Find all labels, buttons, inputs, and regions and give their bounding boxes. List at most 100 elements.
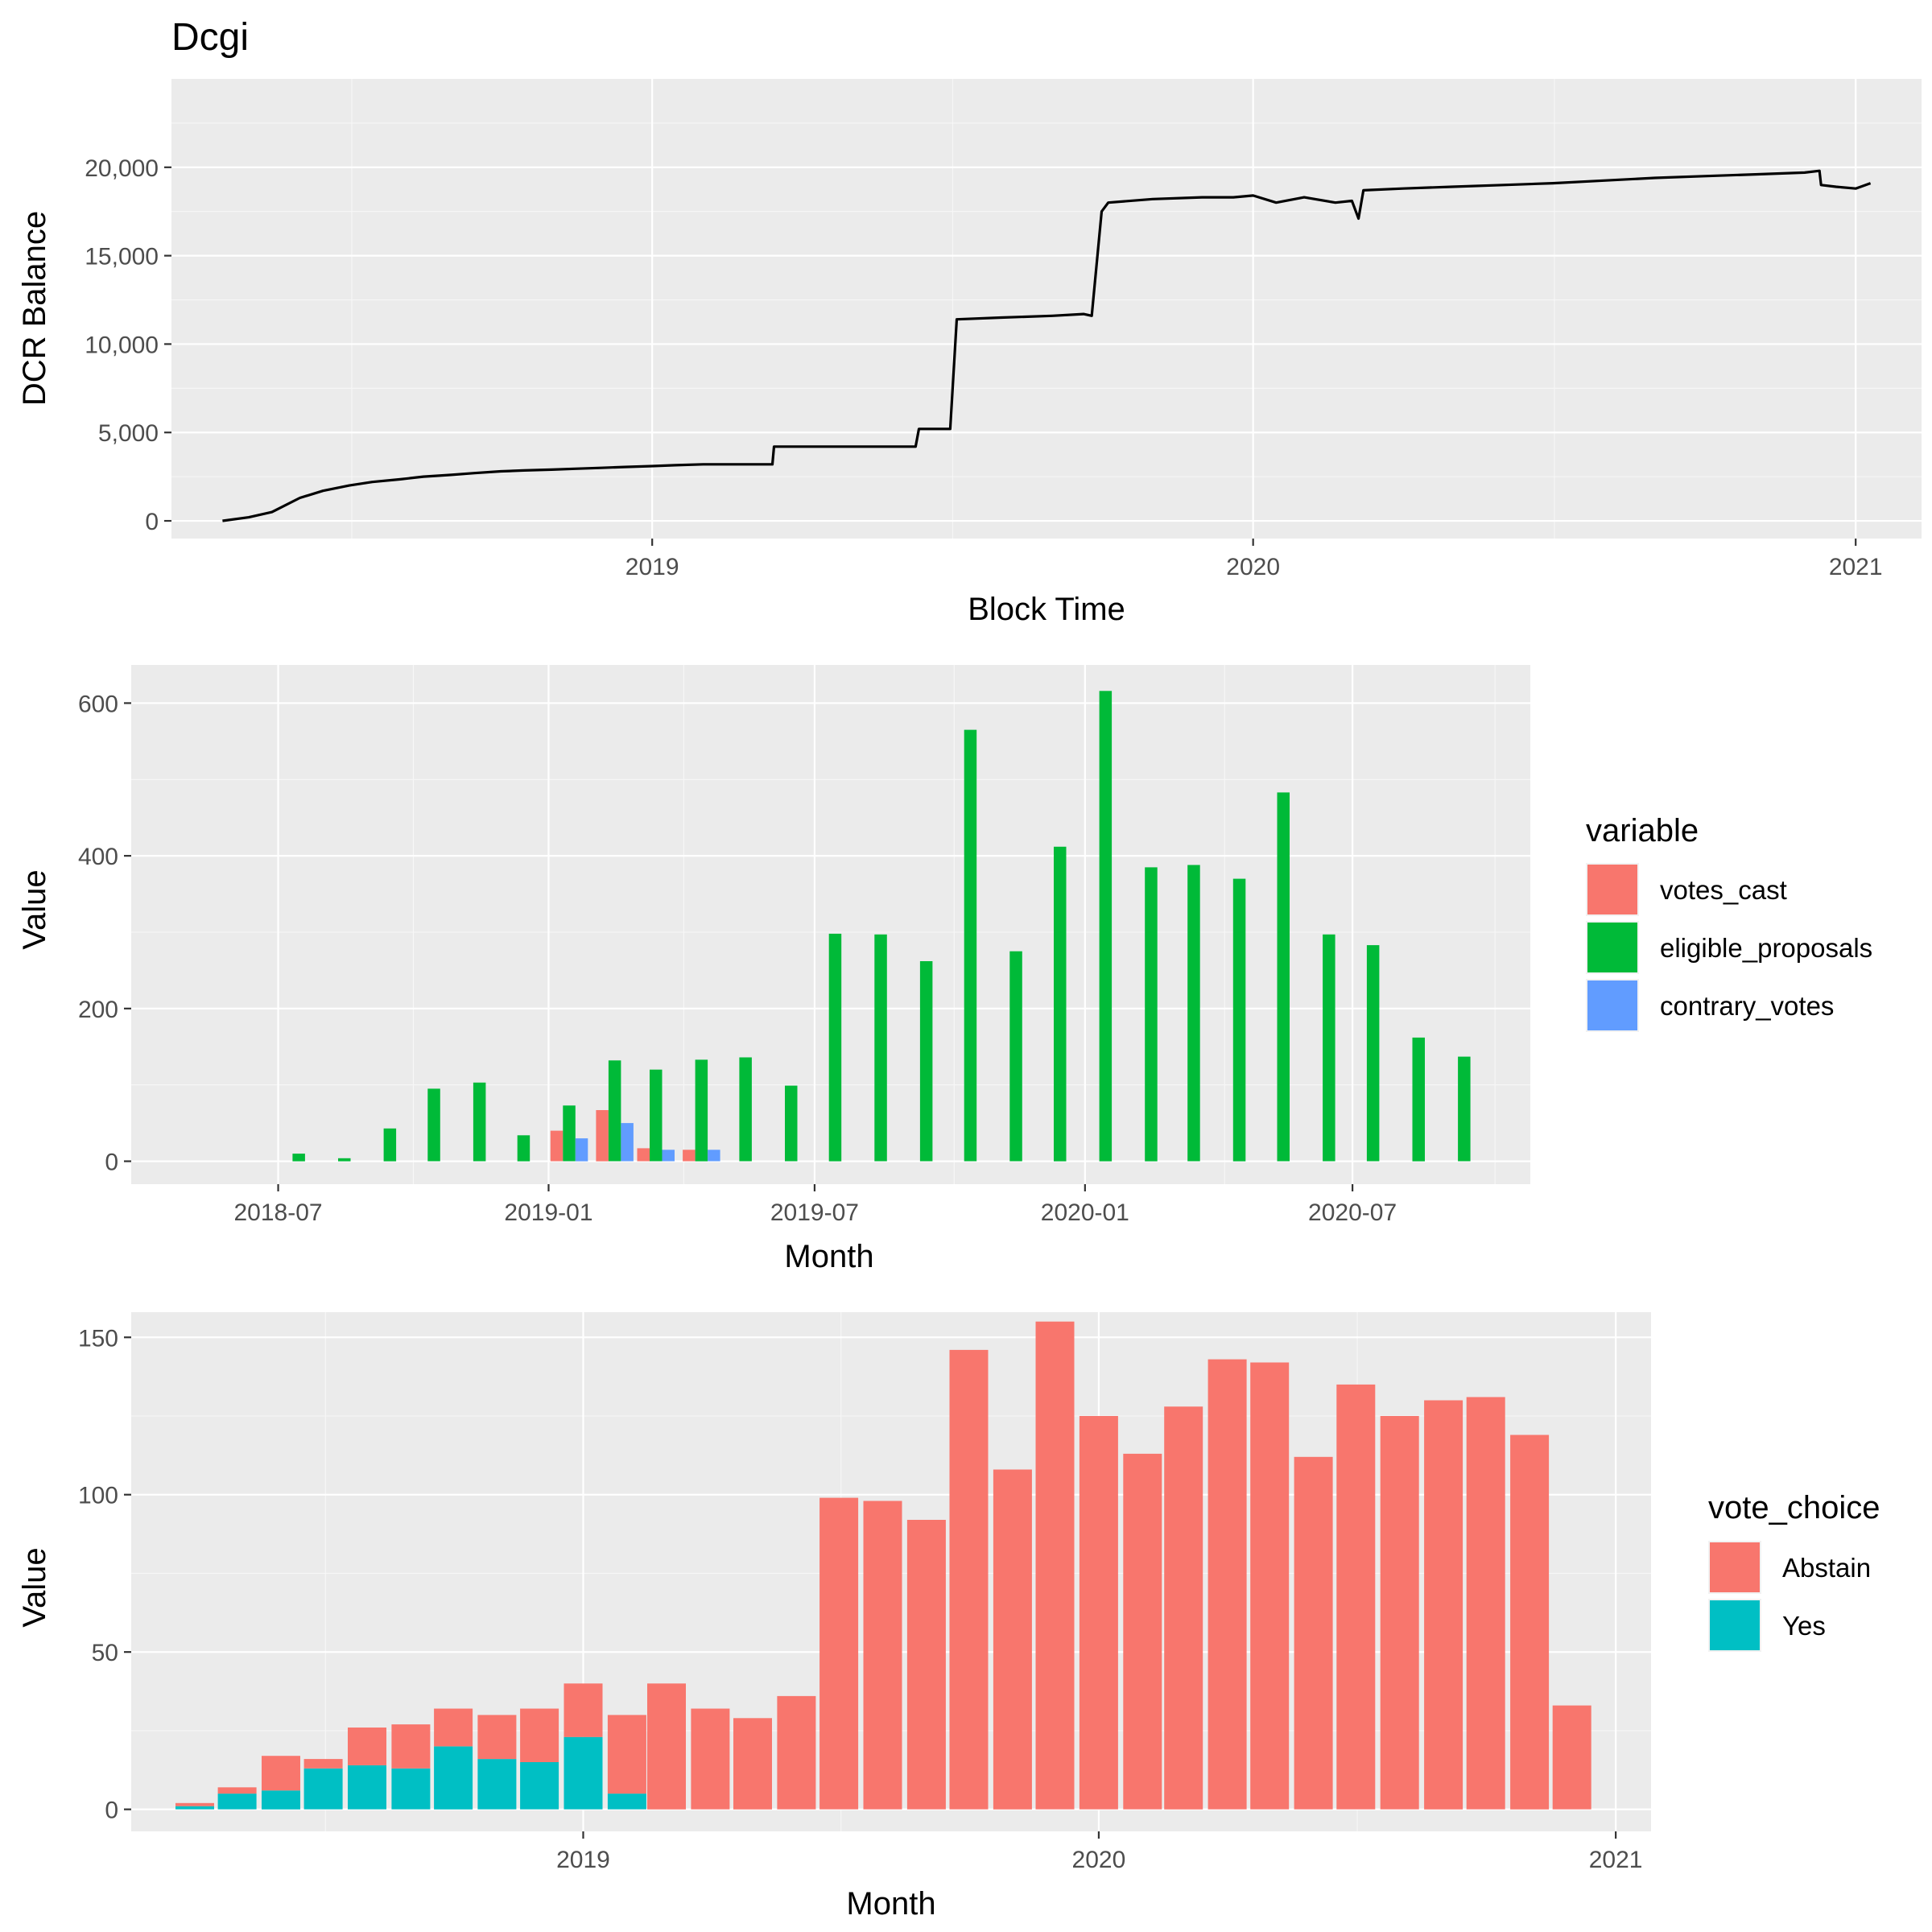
vote-choice-bar-Abstain xyxy=(477,1715,517,1760)
vote-choice-bar-Yes xyxy=(175,1806,214,1810)
proposals-y-tick-label: 0 xyxy=(105,1150,118,1176)
proposals-bar-contrary_votes xyxy=(621,1123,634,1162)
vote-choice-bar-Abstain xyxy=(647,1683,686,1810)
balance-y-tick-label: 5,000 xyxy=(98,420,159,447)
proposals-bar-eligible_proposals xyxy=(1187,865,1200,1162)
variable-legend-label: contrary_votes xyxy=(1660,991,1834,1021)
vote-choice-bar-Yes xyxy=(607,1794,646,1810)
variable-legend-swatch xyxy=(1587,980,1637,1030)
balance-y-tick-label: 0 xyxy=(145,509,159,535)
vote-choice-legend: vote_choice Abstain Yes xyxy=(1708,1490,1880,1652)
vote-choice-legend-swatch xyxy=(1710,1600,1760,1650)
balance-plot-area xyxy=(171,79,1922,539)
proposals-x-axis-title: Month xyxy=(784,1239,873,1274)
vote-choice-bar-Abstain xyxy=(1552,1705,1591,1810)
proposals-bar-contrary_votes xyxy=(575,1138,588,1162)
proposals-axes: 0 200 400 600 2018-07 2019-01 2019-07 2020-01 20… xyxy=(78,691,1397,1226)
vote-choice-bar-Abstain xyxy=(863,1501,902,1810)
vote-choice-bar-Abstain xyxy=(1123,1453,1162,1810)
balance-line-layer xyxy=(222,169,1872,522)
balance-y-axis-title: DCR Balance xyxy=(17,211,52,406)
proposals-x-tick-label: 2020-07 xyxy=(1308,1199,1397,1226)
proposals-y-tick-label: 400 xyxy=(78,844,118,870)
vote-choice-bar-Abstain xyxy=(434,1708,473,1747)
proposals-bar-eligible_proposals xyxy=(292,1154,305,1162)
vote-choice-bar-Yes xyxy=(477,1759,517,1810)
proposals-bar-eligible_proposals xyxy=(1366,945,1380,1162)
vote-choice-y-tick-label: 100 xyxy=(78,1483,118,1509)
variable-legend-label: votes_cast xyxy=(1660,875,1787,905)
proposals-bar-eligible_proposals xyxy=(785,1085,798,1162)
variable-legend-title: variable xyxy=(1586,813,1699,848)
vote-choice-y-tick-label: 0 xyxy=(105,1798,118,1824)
proposals-bar-eligible_proposals xyxy=(1232,878,1246,1162)
vote-choice-bar-Abstain xyxy=(607,1715,646,1794)
proposals-bar-votes_cast xyxy=(596,1110,609,1162)
vote-choice-bar-Yes xyxy=(564,1736,603,1810)
proposals-bar-eligible_proposals xyxy=(650,1069,663,1162)
vote-choice-legend-label: Abstain xyxy=(1782,1553,1871,1583)
proposals-bar-eligible_proposals xyxy=(695,1059,708,1162)
proposals-bar-eligible_proposals xyxy=(1099,691,1113,1162)
proposals-bar-eligible_proposals xyxy=(828,933,842,1162)
vote-choice-legend-swatch xyxy=(1710,1542,1760,1592)
vote-choice-bar-Abstain xyxy=(1079,1416,1118,1810)
vote-choice-bar-Abstain xyxy=(175,1802,214,1806)
balance-series-line xyxy=(222,169,1872,522)
vote-choice-bar-Abstain xyxy=(1466,1397,1505,1810)
vote-choice-bar-Abstain xyxy=(691,1708,730,1810)
vote-choice-x-tick-label: 2021 xyxy=(1589,1847,1643,1873)
vote-choice-bar-Abstain xyxy=(1035,1321,1075,1810)
vote-choice-bar-Yes xyxy=(262,1790,300,1810)
vote-choice-bar-Yes xyxy=(520,1762,559,1810)
proposals-bar-eligible_proposals xyxy=(517,1135,530,1162)
vote-choice-x-tick-label: 2020 xyxy=(1072,1847,1126,1873)
vote-choice-bar-Abstain xyxy=(949,1349,989,1810)
vote-choice-bar-Abstain xyxy=(391,1724,431,1769)
vote-choice-bar-Yes xyxy=(434,1746,473,1810)
vote-choice-x-tick-label: 2019 xyxy=(556,1847,610,1873)
balance-x-axis-title: Block Time xyxy=(968,592,1125,627)
vote-choice-bar-Abstain xyxy=(303,1759,343,1769)
balance-panel: 0 5,000 10,000 15,000 20,000 2019 2020 2021 Blo… xyxy=(17,79,1922,627)
vote-choice-bar-Abstain xyxy=(217,1787,257,1794)
vote-choice-legend-label: Yes xyxy=(1782,1611,1826,1641)
proposals-bars xyxy=(292,691,1471,1162)
proposals-x-tick-label: 2019-07 xyxy=(770,1199,859,1226)
vote-choice-bar-Abstain xyxy=(1380,1416,1419,1810)
vote-choice-bar-Yes xyxy=(303,1768,343,1810)
balance-y-tick-label: 20,000 xyxy=(85,155,159,182)
balance-x-tick-label: 2020 xyxy=(1226,554,1280,580)
proposals-bar-votes_cast xyxy=(683,1150,696,1162)
vote-choice-bar-Yes xyxy=(391,1768,431,1810)
vote-choice-axes: 0 50 100 150 2019 2020 2021 xyxy=(78,1325,1643,1873)
vote-choice-bar-Abstain xyxy=(733,1718,772,1810)
proposals-bar-eligible_proposals xyxy=(1009,951,1022,1162)
balance-y-tick-label: 10,000 xyxy=(85,332,159,358)
balance-gridlines xyxy=(171,79,1922,539)
variable-legend-swatch xyxy=(1587,865,1637,914)
vote-choice-legend-title: vote_choice xyxy=(1708,1490,1880,1525)
vote-choice-bar-Abstain xyxy=(1250,1362,1290,1810)
vote-choice-bar-Yes xyxy=(348,1765,386,1810)
vote-choice-bar-Abstain xyxy=(348,1728,386,1765)
variable-legend-swatch xyxy=(1587,923,1637,972)
vote-choice-bar-Abstain xyxy=(1208,1359,1247,1810)
variable-legend-label: eligible_proposals xyxy=(1660,933,1872,963)
proposals-bar-eligible_proposals xyxy=(1054,846,1067,1162)
proposals-bar-eligible_proposals xyxy=(874,934,887,1162)
vote-choice-x-axis-title: Month xyxy=(846,1886,935,1922)
vote-choice-bar-Abstain xyxy=(1294,1456,1333,1810)
vote-choice-bar-Abstain xyxy=(520,1708,559,1762)
proposals-bar-eligible_proposals xyxy=(1145,867,1158,1162)
proposals-y-tick-label: 200 xyxy=(78,997,118,1023)
vote-choice-bar-Abstain xyxy=(993,1469,1032,1810)
balance-axes: 0 5,000 10,000 15,000 20,000 2019 2020 2021 xyxy=(85,155,1882,580)
vote-choice-bar-Abstain xyxy=(777,1695,816,1810)
vote-choice-bar-Abstain xyxy=(1336,1384,1376,1810)
proposals-y-axis-title: Value xyxy=(17,869,52,949)
proposals-bar-eligible_proposals xyxy=(563,1105,576,1162)
vote-choice-bar-Abstain xyxy=(262,1756,300,1791)
proposals-bar-eligible_proposals xyxy=(1412,1037,1425,1162)
